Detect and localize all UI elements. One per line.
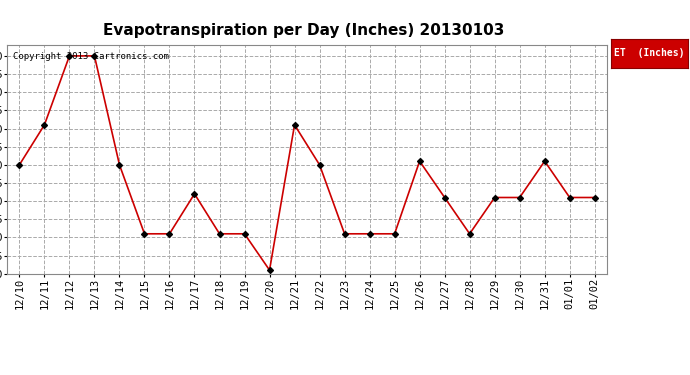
- Text: Evapotranspiration per Day (Inches) 20130103: Evapotranspiration per Day (Inches) 2013…: [103, 22, 504, 38]
- Text: Copyright 2013 Cartronics.com: Copyright 2013 Cartronics.com: [13, 52, 169, 61]
- Text: ET  (Inches): ET (Inches): [614, 48, 684, 58]
